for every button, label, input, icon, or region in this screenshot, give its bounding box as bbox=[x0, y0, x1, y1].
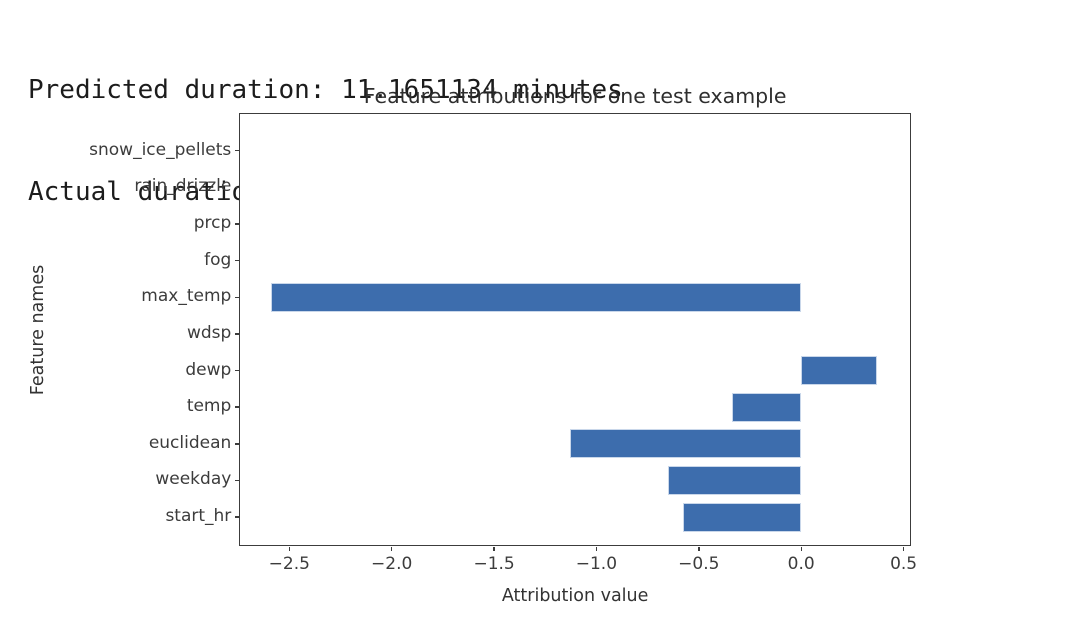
x-tick-mark bbox=[800, 546, 802, 551]
y-tick-label: snow_ice_pellets bbox=[89, 139, 232, 160]
y-tick-label: max_temp bbox=[141, 286, 232, 307]
y-tick-label: temp bbox=[186, 396, 232, 417]
y-tick-mark bbox=[234, 296, 240, 298]
bar-weekday bbox=[668, 465, 802, 495]
x-tick-mark bbox=[595, 546, 598, 551]
x-tick-label: −2.0 bbox=[371, 553, 413, 574]
x-tick-label: −0.5 bbox=[678, 553, 720, 574]
x-tick-mark bbox=[390, 546, 393, 551]
x-tick-mark bbox=[902, 546, 905, 551]
y-tick-mark bbox=[234, 516, 240, 518]
bar-temp bbox=[731, 392, 802, 422]
y-tick-mark bbox=[234, 443, 240, 445]
y-tick-label: weekday bbox=[155, 469, 232, 490]
y-tick-mark bbox=[234, 223, 240, 225]
y-tick-label: prcp bbox=[193, 213, 232, 233]
y-tick-label: fog bbox=[204, 249, 232, 270]
x-tick-mark bbox=[493, 546, 495, 551]
y-tick-mark bbox=[234, 186, 240, 189]
x-tick-label: −2.5 bbox=[268, 553, 310, 574]
y-tick-label: dewp bbox=[185, 359, 232, 380]
y-tick-mark bbox=[234, 369, 240, 372]
bar-start_hr bbox=[682, 502, 802, 532]
y-tick-mark bbox=[234, 479, 240, 482]
y-tick-label: euclidean bbox=[148, 432, 232, 453]
y-tick-label: start_hr bbox=[165, 506, 232, 526]
bar-dewp bbox=[801, 356, 877, 385]
y-tick-mark bbox=[234, 406, 240, 408]
x-tick-label: −1.0 bbox=[575, 553, 618, 574]
bar-euclidean bbox=[569, 429, 802, 459]
bar-max_temp bbox=[270, 282, 802, 312]
x-tick-mark bbox=[288, 546, 290, 551]
y-tick-mark bbox=[234, 259, 240, 262]
x-tick-label: −1.5 bbox=[473, 553, 515, 574]
plot-area bbox=[239, 113, 911, 547]
y-tick-label: wdsp bbox=[186, 322, 232, 343]
x-axis-label: Attribution value bbox=[501, 586, 649, 606]
x-tick-label: 0.5 bbox=[890, 553, 918, 574]
y-tick-label: rain_drizzle bbox=[134, 176, 232, 197]
predicted-duration-line: Predicted duration: 11.1651134 minutes bbox=[28, 75, 623, 105]
x-tick-mark bbox=[698, 546, 700, 551]
x-tick-label: 0.0 bbox=[787, 553, 815, 574]
y-tick-mark bbox=[234, 149, 240, 152]
y-tick-mark bbox=[234, 333, 240, 335]
chart-title: Feature attributions for one test exampl… bbox=[363, 84, 787, 108]
